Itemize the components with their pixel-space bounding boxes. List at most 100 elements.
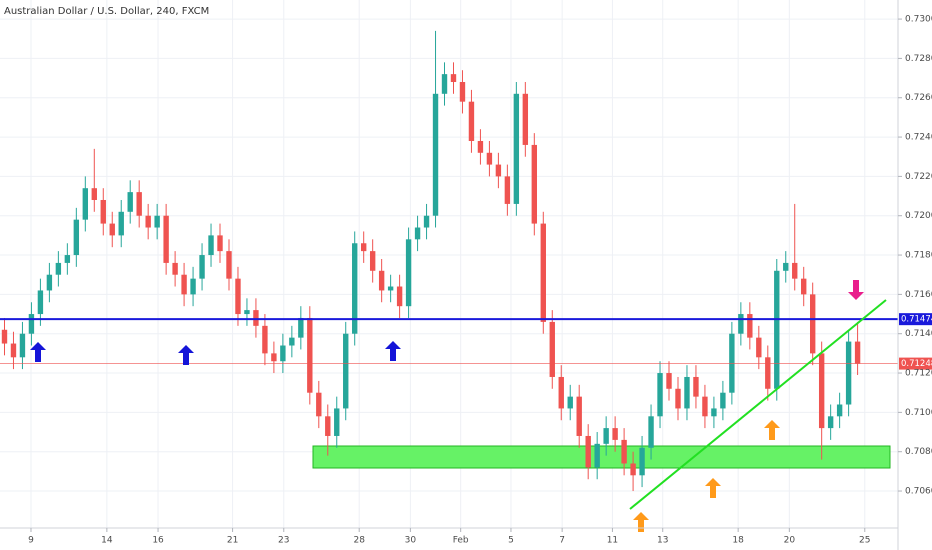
candle-body xyxy=(585,435,591,468)
x-tick-label: 14 xyxy=(101,536,113,546)
x-tick-label: 23 xyxy=(278,536,289,546)
y-tick-label: 0.73000 xyxy=(905,15,932,25)
blue-up-arrow xyxy=(178,345,194,365)
candle-body xyxy=(369,251,376,271)
candle-body xyxy=(244,310,250,315)
candle-body xyxy=(738,314,744,334)
candle-body xyxy=(343,333,349,409)
candle-body xyxy=(226,251,232,279)
x-tick-label: 16 xyxy=(152,536,164,546)
trend-line xyxy=(629,299,887,510)
candle-body xyxy=(235,278,241,315)
candle-body xyxy=(576,396,582,436)
y-tick-label: 0.71400 xyxy=(905,329,932,339)
candle-body xyxy=(136,192,142,216)
candle-body xyxy=(217,235,223,252)
candle-body xyxy=(441,74,448,94)
candle-body xyxy=(639,447,645,476)
y-tick-label: 0.72200 xyxy=(905,172,932,182)
x-tick-label: 9 xyxy=(28,536,34,546)
candle-body xyxy=(360,243,367,252)
candle-body xyxy=(459,82,466,102)
candle-body xyxy=(298,317,304,338)
candle-body xyxy=(307,317,313,393)
candle-body xyxy=(657,373,663,417)
x-tick-label: 11 xyxy=(607,536,618,546)
candle-body xyxy=(540,223,546,322)
candle-body xyxy=(531,144,538,224)
y-tick-label: 0.72600 xyxy=(905,93,932,103)
candle-body xyxy=(118,211,124,236)
candle-body xyxy=(145,215,151,228)
candle-body xyxy=(10,343,17,358)
price-badge-label: 0.71474 xyxy=(901,315,932,325)
pink-down-arrow xyxy=(848,280,864,300)
y-tick-label: 0.71200 xyxy=(905,369,932,379)
candle-body xyxy=(684,376,690,409)
candle-body xyxy=(522,93,529,145)
candle-body xyxy=(477,140,484,153)
candle-body xyxy=(594,443,600,468)
x-tick-label: 5 xyxy=(508,536,514,546)
candle-body xyxy=(630,463,636,476)
candle-body xyxy=(468,101,475,141)
x-tick-label: 7 xyxy=(559,536,565,546)
annotation-arrows xyxy=(30,280,864,532)
axes: 0.70600 0.70800 0.71000 0.71200 0.71400 0.716… xyxy=(28,15,932,546)
candle-body xyxy=(271,353,277,362)
y-tick-label: 0.71800 xyxy=(905,251,932,261)
candle-body xyxy=(450,74,457,83)
candle-body xyxy=(262,325,268,354)
candle-body xyxy=(809,294,816,354)
x-tick-label: 20 xyxy=(784,536,796,546)
candle-body xyxy=(378,270,385,291)
candle-body xyxy=(82,188,89,220)
candle-body xyxy=(46,274,53,291)
candle-body xyxy=(423,215,430,228)
y-tick-label: 0.71000 xyxy=(905,408,932,418)
orange-up-arrow xyxy=(633,512,649,532)
levels: 0.71474 0.71248 xyxy=(0,313,932,370)
x-tick-label: 30 xyxy=(405,536,417,546)
candle-body xyxy=(91,188,97,200)
candle-body xyxy=(549,321,555,377)
chart-title: Australian Dollar / U.S. Dollar, 240, FX… xyxy=(4,6,209,17)
candle-body xyxy=(747,314,753,338)
candle-body xyxy=(199,255,205,279)
candle-body xyxy=(19,333,26,358)
candle-body xyxy=(612,428,618,440)
candle-body xyxy=(486,152,493,165)
candle-body xyxy=(396,286,403,307)
candle-body xyxy=(702,396,708,417)
x-tick-label: Feb xyxy=(453,536,469,546)
candle-body xyxy=(352,243,358,334)
y-tick-label: 0.72000 xyxy=(905,211,932,221)
x-tick-label: 25 xyxy=(859,536,870,546)
candle-body xyxy=(774,270,780,389)
y-tick-label: 0.72400 xyxy=(905,133,932,143)
candle-body xyxy=(621,439,627,464)
candle-body xyxy=(127,192,133,212)
candle-body xyxy=(325,416,331,436)
candle-body xyxy=(801,278,807,295)
candle-body xyxy=(414,227,421,240)
candle-body xyxy=(836,404,843,417)
candle-body xyxy=(603,428,609,444)
candle-body xyxy=(253,310,259,326)
price-badge xyxy=(899,357,932,370)
candle-body xyxy=(316,392,322,417)
candle-body xyxy=(172,262,178,275)
candles xyxy=(1,30,861,492)
candle-body xyxy=(845,341,852,405)
candle-body xyxy=(109,223,115,236)
candle-body xyxy=(558,376,564,409)
candle-body xyxy=(648,416,654,448)
candle-body xyxy=(432,93,439,216)
blue-up-arrow xyxy=(30,342,46,362)
candle-body xyxy=(504,176,511,204)
candle-body xyxy=(73,219,80,256)
candle-body xyxy=(711,408,717,417)
candle-body xyxy=(792,262,798,279)
candle-body xyxy=(1,329,8,344)
x-tick-label: 18 xyxy=(732,536,744,546)
